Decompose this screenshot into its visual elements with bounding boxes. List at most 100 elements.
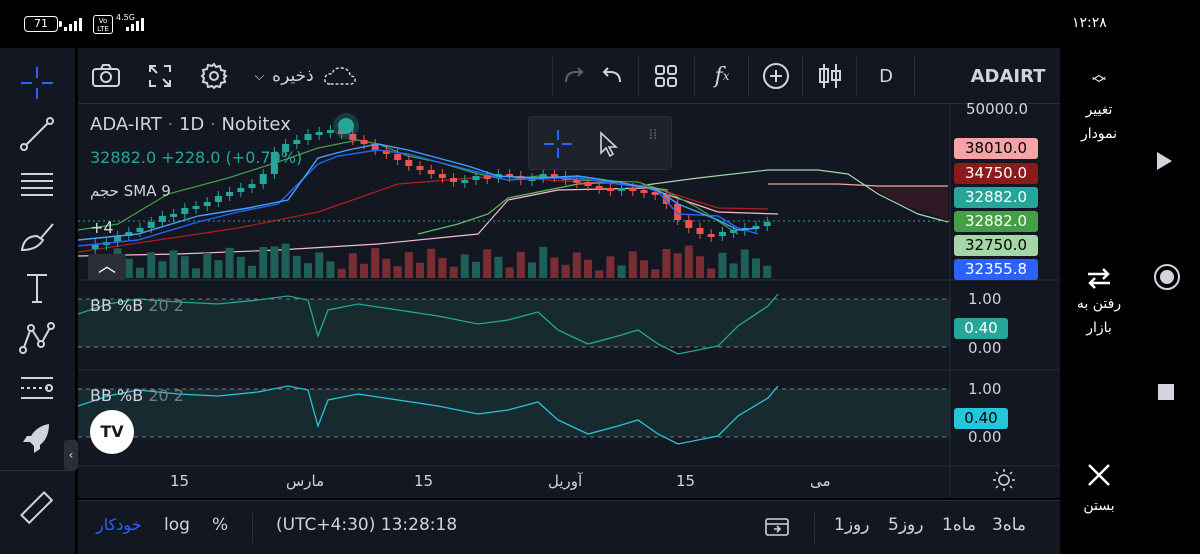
volume-bar xyxy=(628,251,637,278)
volume-bar xyxy=(136,267,144,278)
close-icon[interactable] xyxy=(1086,462,1112,488)
back-triangle-icon[interactable] xyxy=(1157,152,1172,170)
volume-bar xyxy=(203,252,212,278)
candle xyxy=(349,134,357,140)
volume-bar xyxy=(752,258,760,278)
prediction-tool-icon[interactable] xyxy=(14,368,60,408)
save-dropdown[interactable]: ⌵ ذخیره xyxy=(246,48,366,104)
candle xyxy=(685,220,693,228)
volume-bars xyxy=(91,243,772,278)
bb2-top-value: 1.00 xyxy=(968,380,1002,398)
save-label: ذخیره xyxy=(272,66,314,86)
volume-bar xyxy=(539,246,548,278)
screenshot-camera-icon[interactable] xyxy=(82,48,130,104)
volume-bar xyxy=(584,259,592,278)
chart-legend: ADA-IRT · 1D · Nobitex xyxy=(90,114,291,135)
candle xyxy=(483,176,491,179)
symbol-button[interactable]: ADAIRT xyxy=(970,65,1046,87)
volume-bar xyxy=(404,252,413,278)
range-1d-button[interactable]: 1روز xyxy=(834,515,870,535)
candle xyxy=(427,170,435,174)
android-nav-bar xyxy=(1133,0,1200,554)
candle xyxy=(226,192,234,196)
candle xyxy=(371,144,379,150)
range-1m-button[interactable]: 1ماه xyxy=(942,515,977,535)
range-3m-button[interactable]: 3ماه xyxy=(992,515,1027,535)
trendline-tool-icon[interactable] xyxy=(14,114,60,154)
fullscreen-icon[interactable] xyxy=(138,48,182,104)
candle xyxy=(192,206,200,209)
tradingview-logo-icon[interactable]: TV xyxy=(90,410,134,454)
go-to-market-button[interactable]: رفتن به بازار xyxy=(1076,296,1122,336)
collapse-legend-chevron-icon[interactable]: ︿ xyxy=(88,254,126,280)
ruler-icon[interactable] xyxy=(14,488,60,528)
candle xyxy=(136,228,144,232)
volume-bar xyxy=(270,246,279,278)
undo-icon[interactable] xyxy=(594,48,630,104)
chart-area[interactable]: ADA-IRT · 1D · Nobitex 32882.0 +228.0 (+… xyxy=(78,100,1060,498)
log-scale-button[interactable]: log xyxy=(164,515,190,535)
candle xyxy=(718,232,726,236)
interval-button[interactable]: D xyxy=(879,65,893,87)
candle xyxy=(360,140,368,144)
volume-bar xyxy=(382,258,391,278)
price-tag: 32882.0 xyxy=(954,211,1038,232)
auto-scale-button[interactable]: خودکار xyxy=(96,515,142,534)
date-range-icon[interactable] xyxy=(764,515,790,541)
percent-scale-button[interactable]: % xyxy=(212,515,229,535)
pattern-tool-icon[interactable] xyxy=(14,318,60,358)
time-tick: می xyxy=(810,472,831,490)
drag-handle-icon[interactable]: ⁞⁞ xyxy=(648,127,658,143)
candle xyxy=(416,166,424,170)
candle xyxy=(696,228,704,234)
swap-arrows-icon[interactable] xyxy=(1084,266,1114,290)
volume-bar xyxy=(192,268,200,278)
range-5d-button[interactable]: 5روز xyxy=(888,515,924,535)
volume-bar xyxy=(416,262,424,278)
candle xyxy=(573,180,581,183)
home-circle-icon[interactable] xyxy=(1154,264,1180,290)
candle xyxy=(763,222,771,226)
settings-gear-icon[interactable] xyxy=(192,48,236,104)
text-tool-icon[interactable] xyxy=(14,268,60,308)
time-tick: 15 xyxy=(676,472,696,490)
volume-bar xyxy=(763,265,772,278)
recents-square-icon[interactable] xyxy=(1158,384,1174,400)
crosshair-tool-icon[interactable] xyxy=(14,63,60,103)
layout-grid-icon[interactable] xyxy=(646,48,686,104)
volume-bar xyxy=(304,263,312,278)
right-action-panel: ︿ ﹀ تغییر نمودار رفتن به بازار بستن xyxy=(1060,48,1138,554)
candle xyxy=(125,232,133,236)
price-chart[interactable] xyxy=(78,104,1060,498)
battery-icon: 71 xyxy=(24,16,62,32)
bb1-params: 20 2 xyxy=(148,296,184,315)
timezone-clock[interactable]: (UTC+4:30) 13:28:18 xyxy=(276,515,458,535)
change-chart-button[interactable]: تغییر نمودار xyxy=(1080,102,1118,142)
volume-bar xyxy=(393,266,402,278)
add-plus-icon[interactable] xyxy=(756,48,796,104)
chart-theme-sun-icon[interactable] xyxy=(992,468,1016,492)
bottom-bar: خودکار log % (UTC+4:30) 13:28:18 1روز 5ر… xyxy=(78,500,1060,554)
fib-tool-icon[interactable] xyxy=(14,164,60,204)
divider xyxy=(814,513,815,543)
crosshair-cursor-icon[interactable] xyxy=(535,123,581,165)
close-button[interactable]: بستن xyxy=(1083,498,1115,514)
rocket-icon[interactable] xyxy=(14,418,60,458)
collapse-toolbar-icon[interactable]: ‹ xyxy=(64,440,78,470)
more-indicators[interactable]: +4 xyxy=(90,218,114,237)
chart-type-chevrons-icon[interactable]: ︿ ﹀ xyxy=(1092,67,1106,93)
time-tick: مارس xyxy=(286,472,325,490)
bb-indicator-2-legend: BB %B 20 2 xyxy=(90,386,184,405)
price-tag: 34750.0 xyxy=(954,163,1038,184)
volume-bar xyxy=(315,252,324,278)
arrow-cursor-icon[interactable] xyxy=(589,123,629,165)
candle xyxy=(595,186,603,189)
volume-bar xyxy=(651,269,660,278)
volume-bar xyxy=(494,256,503,278)
candle xyxy=(114,236,122,242)
brush-tool-icon[interactable] xyxy=(14,216,60,256)
candle-type-icon[interactable] xyxy=(810,48,850,104)
volume-bar xyxy=(326,261,335,278)
redo-icon[interactable] xyxy=(556,48,592,104)
